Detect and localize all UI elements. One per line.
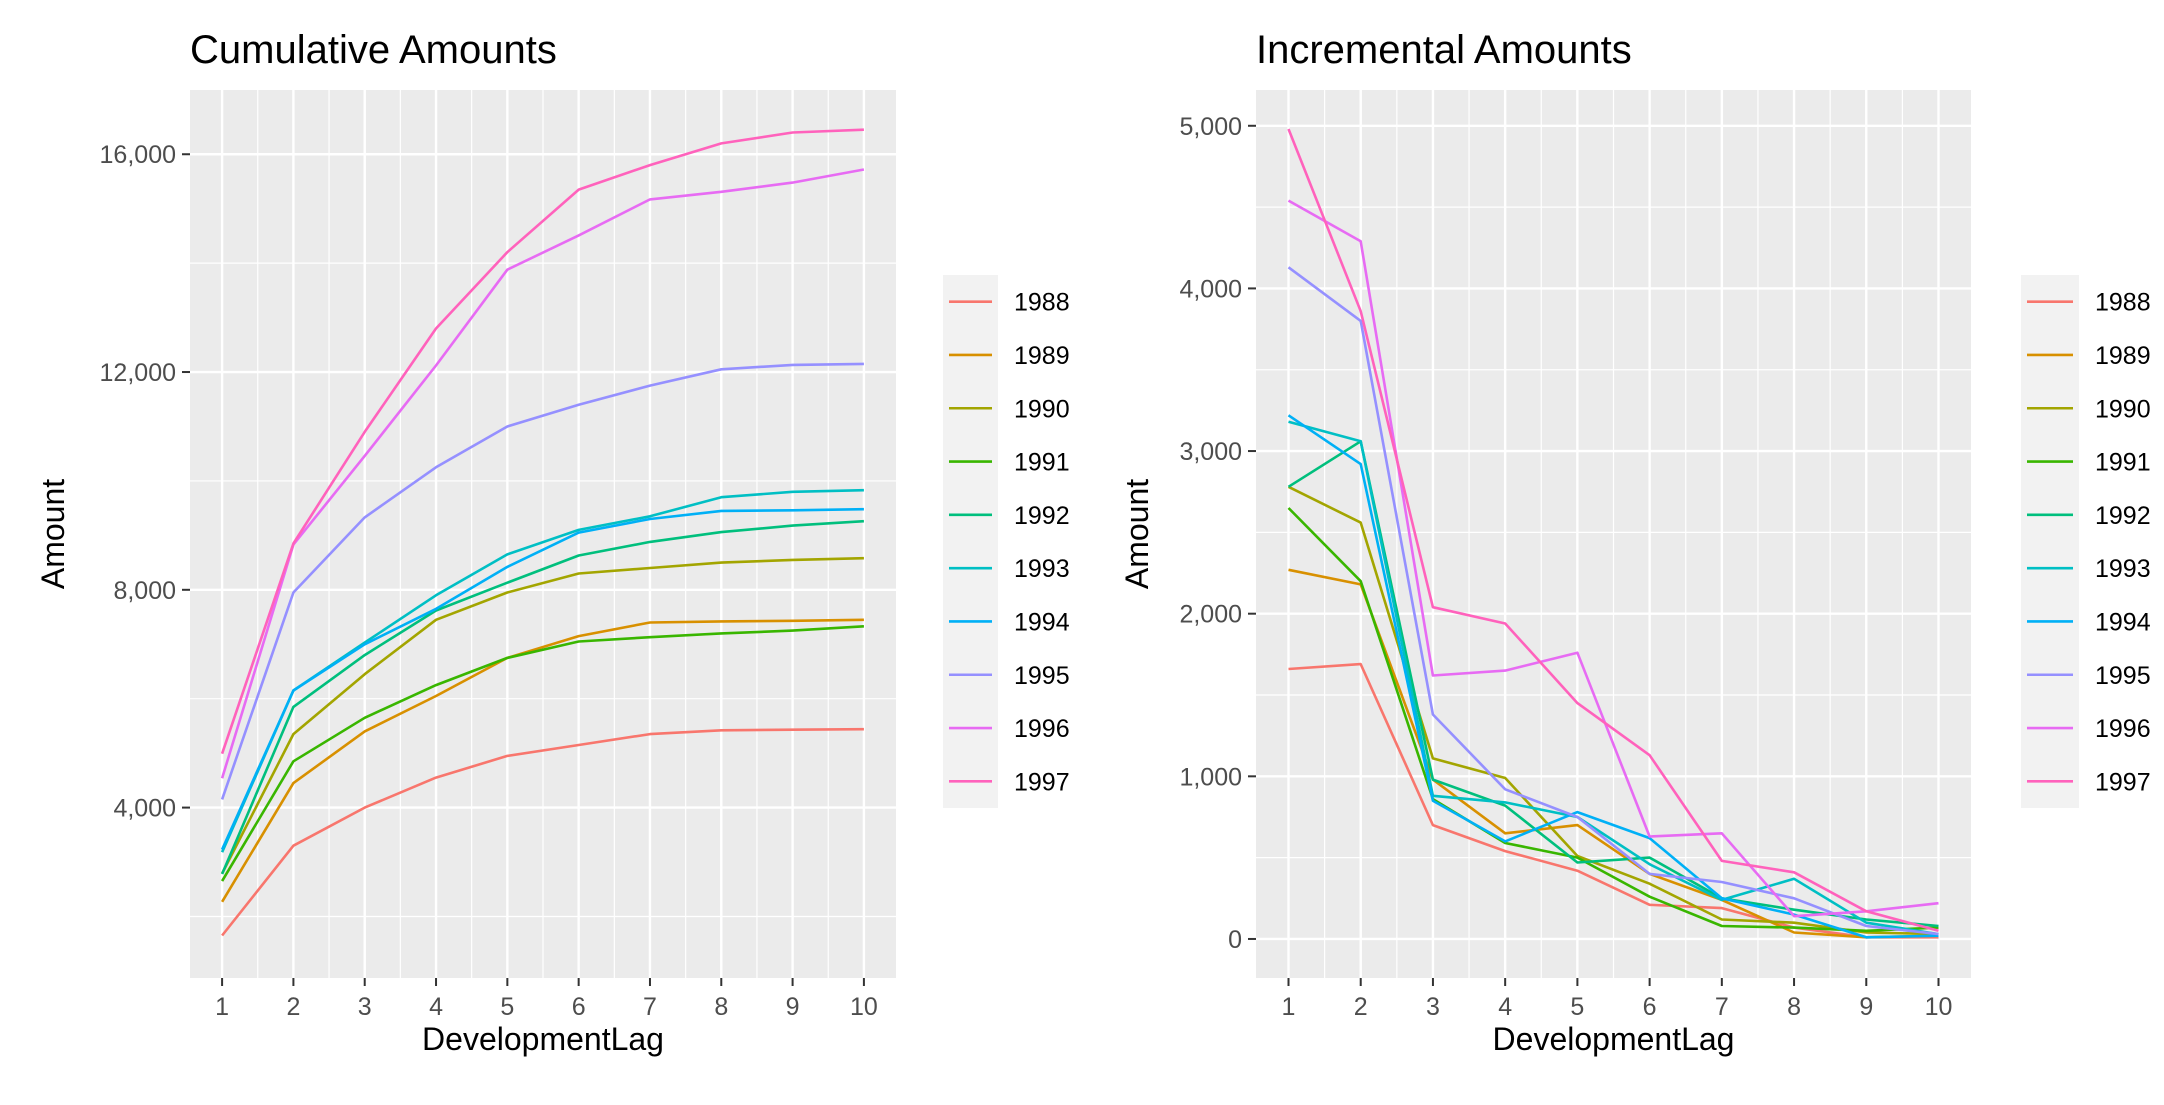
legend: 1988 1989 1990 1991 1992 1993 1994 1995 1996 1997 <box>2021 275 2151 808</box>
legend-label-1990: 1990 <box>2095 395 2151 423</box>
y-tick-label: 8,000 <box>113 577 176 605</box>
series-line-1996 <box>220 168 865 779</box>
x-tick-label: 7 <box>643 993 657 1021</box>
x-tick-label: 5 <box>500 993 514 1021</box>
series-line-1990 <box>1287 485 1939 936</box>
legend-label-1991: 1991 <box>1014 449 1070 477</box>
x-tick-label: 9 <box>1859 993 1873 1021</box>
legend-label-1988: 1988 <box>1014 289 1070 317</box>
series-line-1988 <box>1288 662 1939 939</box>
y-axis-label: Amount <box>35 479 71 589</box>
y-tick-label: 16,000 <box>100 141 176 169</box>
series-line-1990 <box>220 556 864 875</box>
x-tick-label: 3 <box>1426 993 1440 1021</box>
legend-label-1989: 1989 <box>1014 342 1070 370</box>
x-tick-label: 10 <box>1925 993 1953 1021</box>
x-tick-label: 5 <box>1570 993 1584 1021</box>
legend-label-1993: 1993 <box>1014 555 1070 583</box>
series-line-1995 <box>1287 266 1939 936</box>
series-lines <box>1287 128 1939 939</box>
x-tick-label: 2 <box>286 993 300 1021</box>
legend-label-1990: 1990 <box>1014 395 1070 423</box>
series-line-1997 <box>220 128 864 755</box>
series-line-1992 <box>220 519 864 875</box>
y-axis-label: Amount <box>1119 479 1155 589</box>
x-tick-label: 4 <box>429 993 443 1021</box>
y-tick-label: 4,000 <box>1179 275 1242 303</box>
chart-title: Incremental Amounts <box>1256 28 1632 72</box>
legend-label-1989: 1989 <box>2095 342 2151 370</box>
chart-panel-1: 1 2 3 4 5 6 7 8 9 10 4,000 8,000 12,000 16,000 Cumulat… <box>35 28 1070 1057</box>
series-line-1988 <box>221 727 864 937</box>
series-line-1989 <box>1288 568 1939 939</box>
x-tick-label: 1 <box>1282 993 1296 1021</box>
legend-label-1995: 1995 <box>2095 662 2151 690</box>
series-line-1993 <box>1288 420 1939 936</box>
x-tick-label: 2 <box>1354 993 1368 1021</box>
x-axis: 1 2 3 4 5 6 7 8 9 10 <box>1282 978 1953 1021</box>
y-tick-label: 4,000 <box>113 795 176 823</box>
legend-label-1988: 1988 <box>2095 289 2151 317</box>
major-gridlines <box>190 90 896 978</box>
minor-gridlines <box>1256 90 1971 978</box>
series-line-1989 <box>220 618 864 903</box>
series-line-1997 <box>1287 128 1939 933</box>
legend-label-1992: 1992 <box>2095 502 2151 530</box>
series-lines <box>220 128 865 937</box>
x-tick-label: 4 <box>1498 993 1512 1021</box>
x-axis-label: DevelopmentLag <box>1493 1021 1735 1057</box>
y-axis: 4,000 8,000 12,000 16,000 <box>100 141 190 823</box>
series-line-1991 <box>1287 507 1939 933</box>
legend-label-1994: 1994 <box>1014 608 1070 636</box>
legend: 1988 1989 1990 1991 1992 1993 1994 1995 1996 1997 <box>943 275 1070 808</box>
y-tick-label: 5,000 <box>1179 113 1242 141</box>
legend-label-1991: 1991 <box>2095 449 2151 477</box>
y-tick-label: 0 <box>1228 926 1242 954</box>
x-tick-label: 9 <box>786 993 800 1021</box>
x-tick-label: 1 <box>215 993 229 1021</box>
x-tick-label: 6 <box>572 993 586 1021</box>
x-tick-label: 6 <box>1643 993 1657 1021</box>
y-tick-label: 12,000 <box>100 359 176 387</box>
legend-label-1995: 1995 <box>1014 662 1070 690</box>
legend-label-1994: 1994 <box>2095 608 2151 636</box>
major-gridlines <box>1256 90 1971 978</box>
minor-gridlines <box>190 90 896 978</box>
x-tick-label: 8 <box>714 993 728 1021</box>
chart-title: Cumulative Amounts <box>190 28 557 72</box>
legend-label-1996: 1996 <box>1014 715 1070 743</box>
series-line-1994 <box>220 507 864 851</box>
x-axis: 1 2 3 4 5 6 7 8 9 10 <box>215 978 878 1021</box>
legend-label-1992: 1992 <box>1014 502 1070 530</box>
legend-label-1996: 1996 <box>2095 715 2151 743</box>
x-tick-label: 8 <box>1787 993 1801 1021</box>
x-axis-label: DevelopmentLag <box>422 1021 664 1057</box>
y-tick-label: 3,000 <box>1179 438 1242 466</box>
y-axis: 0 1,000 2,000 3,000 4,000 5,000 <box>1179 113 1256 954</box>
series-line-1994 <box>1287 414 1939 939</box>
x-tick-label: 10 <box>850 993 878 1021</box>
legend-label-1997: 1997 <box>2095 768 2151 796</box>
y-tick-label: 1,000 <box>1179 763 1242 791</box>
x-tick-label: 3 <box>358 993 372 1021</box>
legend-label-1997: 1997 <box>1014 768 1070 796</box>
legend-label-1993: 1993 <box>2095 555 2151 583</box>
series-line-1995 <box>220 362 864 800</box>
x-tick-label: 7 <box>1715 993 1729 1021</box>
series-line-1991 <box>220 625 864 882</box>
legend-key-background <box>943 275 998 808</box>
y-tick-label: 2,000 <box>1179 601 1242 629</box>
legend-key-background <box>2021 275 2079 808</box>
chart-panel-2: 1 2 3 4 5 6 7 8 9 10 0 1,000 2,000 3,000 4,000 5,000 Inc… <box>1119 28 2151 1057</box>
